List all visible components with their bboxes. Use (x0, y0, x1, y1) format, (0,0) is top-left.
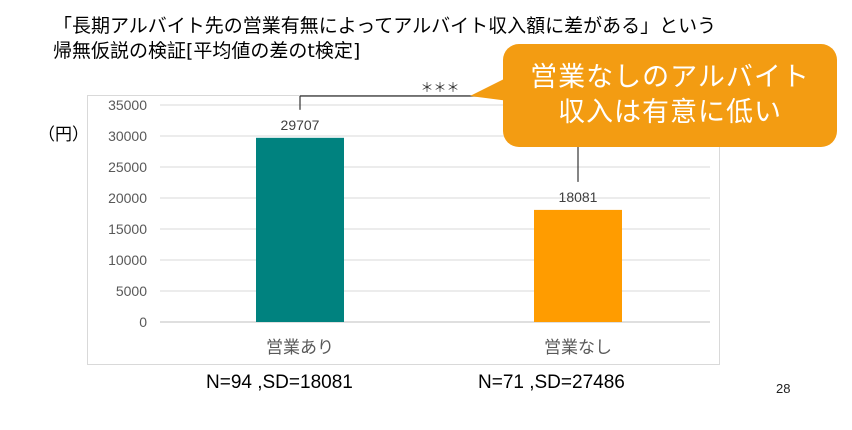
y-unit-label: （円） (38, 125, 89, 145)
bar (256, 137, 344, 322)
stat-left: N=94 ,SD=18081 (206, 372, 353, 393)
y-tick-label: 15000 (108, 221, 147, 237)
title-line-1: 「長期アルバイト先の営業有無によってアルバイト収入額に差がある」という (53, 15, 717, 37)
y-tick-label: 25000 (108, 159, 147, 175)
chart-title: 「長期アルバイト先の営業有無によってアルバイト収入額に差がある」という 帰無仮説… (53, 14, 813, 64)
title-line-2: 帰無仮説の検証[平均値の差のt検定] (53, 40, 361, 62)
y-tick-label: 5000 (116, 283, 147, 299)
x-tick-label: 営業なし (544, 338, 612, 358)
y-tick-label: 35000 (108, 97, 147, 113)
callout-line-1: 営業なしのアルバイト (530, 62, 810, 93)
data-label: 18081 (559, 189, 598, 205)
page-number: 28 (776, 381, 791, 396)
y-tick-label: 30000 (108, 128, 147, 144)
data-label: 29707 (281, 117, 320, 133)
stat-right: N=71 ,SD=27486 (478, 372, 625, 393)
y-tick-label: 20000 (108, 190, 147, 206)
significance-marker: ＊＊＊ (420, 81, 459, 96)
bar (534, 209, 622, 322)
y-tick-label: 10000 (108, 252, 147, 268)
y-tick-label: 0 (139, 314, 147, 330)
callout-line-2: 収入は有意に低い (558, 97, 782, 128)
x-tick-label: 営業あり (266, 338, 334, 358)
callout-box: 営業なしのアルバイト 収入は有意に低い (503, 44, 837, 147)
